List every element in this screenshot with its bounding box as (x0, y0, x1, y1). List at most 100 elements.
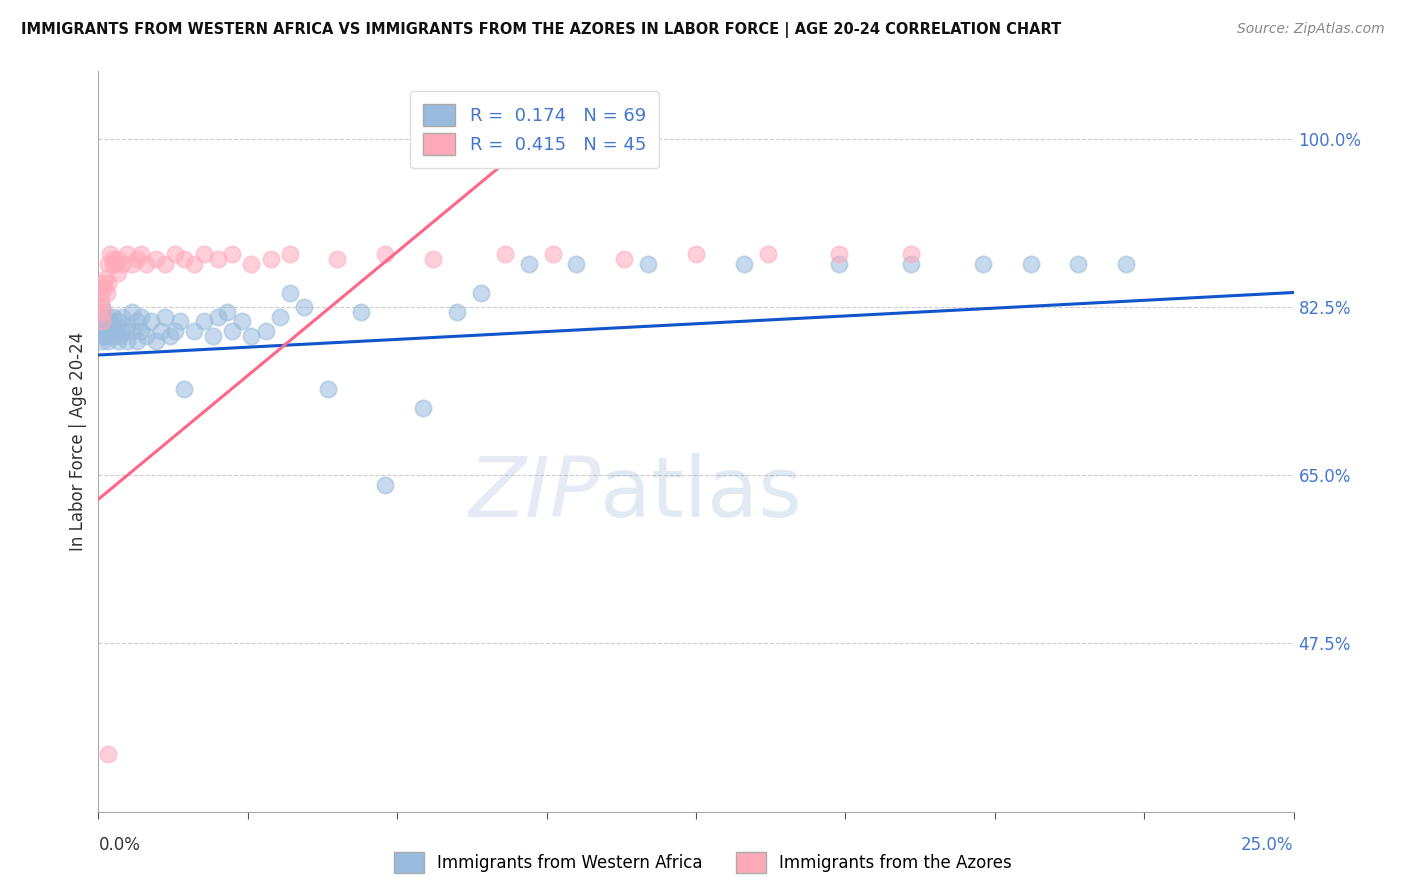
Point (149, 324, 172, 338)
Point (159, 328, 181, 343)
Point (97, 324, 120, 338)
Point (107, 252, 129, 266)
Point (139, 314, 162, 328)
Point (221, 247, 243, 261)
Point (733, 257, 755, 271)
Point (145, 252, 167, 266)
Point (374, 247, 396, 261)
Point (97, 310, 120, 324)
Text: atlas: atlas (600, 453, 801, 534)
Text: 0.0%: 0.0% (98, 836, 141, 854)
Point (90, 295, 112, 310)
Point (756, 247, 779, 261)
Point (278, 285, 301, 300)
Point (91, 319, 114, 334)
Text: ZIP: ZIP (468, 453, 600, 534)
Point (173, 382, 195, 396)
Point (292, 300, 315, 314)
Legend: R =  0.174   N = 69, R =  0.415   N = 45: R = 0.174 N = 69, R = 0.415 N = 45 (411, 92, 659, 168)
Point (121, 304, 143, 318)
Point (104, 257, 127, 271)
Point (494, 247, 516, 261)
Point (96, 285, 118, 300)
Point (269, 310, 291, 324)
Point (541, 247, 564, 261)
Point (97, 257, 120, 271)
Point (98, 247, 122, 261)
Point (135, 257, 157, 271)
Point (217, 304, 239, 318)
Point (517, 257, 540, 271)
Text: 25.0%: 25.0% (1241, 836, 1294, 854)
Point (240, 328, 263, 343)
Point (121, 257, 143, 271)
Point (183, 257, 205, 271)
Point (125, 314, 148, 328)
Point (90, 314, 112, 328)
Point (145, 334, 167, 348)
Point (90, 334, 112, 348)
Point (422, 252, 444, 266)
Point (412, 401, 434, 415)
Point (259, 252, 281, 266)
Point (221, 324, 243, 338)
Point (101, 319, 124, 334)
Point (173, 252, 195, 266)
Point (470, 285, 492, 300)
Point (183, 324, 205, 338)
Point (163, 324, 186, 338)
Point (93, 324, 115, 338)
Point (97, 747, 120, 761)
Point (104, 324, 127, 338)
Point (96, 319, 118, 334)
Point (446, 304, 468, 318)
Point (94, 314, 117, 328)
Point (89, 324, 111, 338)
Point (131, 247, 153, 261)
Point (326, 252, 349, 266)
Point (240, 257, 263, 271)
Point (900, 247, 922, 261)
Text: Source: ZipAtlas.com: Source: ZipAtlas.com (1237, 22, 1385, 37)
Point (254, 324, 277, 338)
Point (101, 310, 124, 324)
Point (107, 314, 129, 328)
Point (115, 334, 138, 348)
Point (131, 324, 153, 338)
Point (278, 247, 301, 261)
Point (91, 300, 114, 314)
Point (125, 252, 148, 266)
Point (202, 328, 225, 343)
Point (108, 328, 131, 343)
Point (98, 314, 122, 328)
Point (169, 314, 191, 328)
Point (374, 478, 396, 492)
Point (1115, 257, 1137, 271)
Point (193, 314, 215, 328)
Point (91, 304, 114, 318)
Point (90, 285, 112, 300)
Point (101, 328, 124, 343)
Point (93, 281, 115, 295)
Legend: Immigrants from Western Africa, Immigrants from the Azores: Immigrants from Western Africa, Immigran… (387, 846, 1019, 880)
Point (207, 310, 229, 324)
Point (900, 257, 922, 271)
Point (637, 257, 659, 271)
Point (97, 276, 120, 290)
Point (111, 310, 134, 324)
Point (91, 276, 114, 290)
Point (121, 324, 143, 338)
Point (231, 314, 253, 328)
Point (115, 247, 138, 261)
Point (111, 257, 134, 271)
Point (972, 257, 994, 271)
Point (685, 247, 707, 261)
Point (1019, 257, 1042, 271)
Point (828, 247, 851, 261)
Point (94, 328, 117, 343)
Point (97, 334, 120, 348)
Point (93, 310, 115, 324)
Point (107, 266, 129, 280)
Point (101, 257, 124, 271)
Point (91, 314, 114, 328)
